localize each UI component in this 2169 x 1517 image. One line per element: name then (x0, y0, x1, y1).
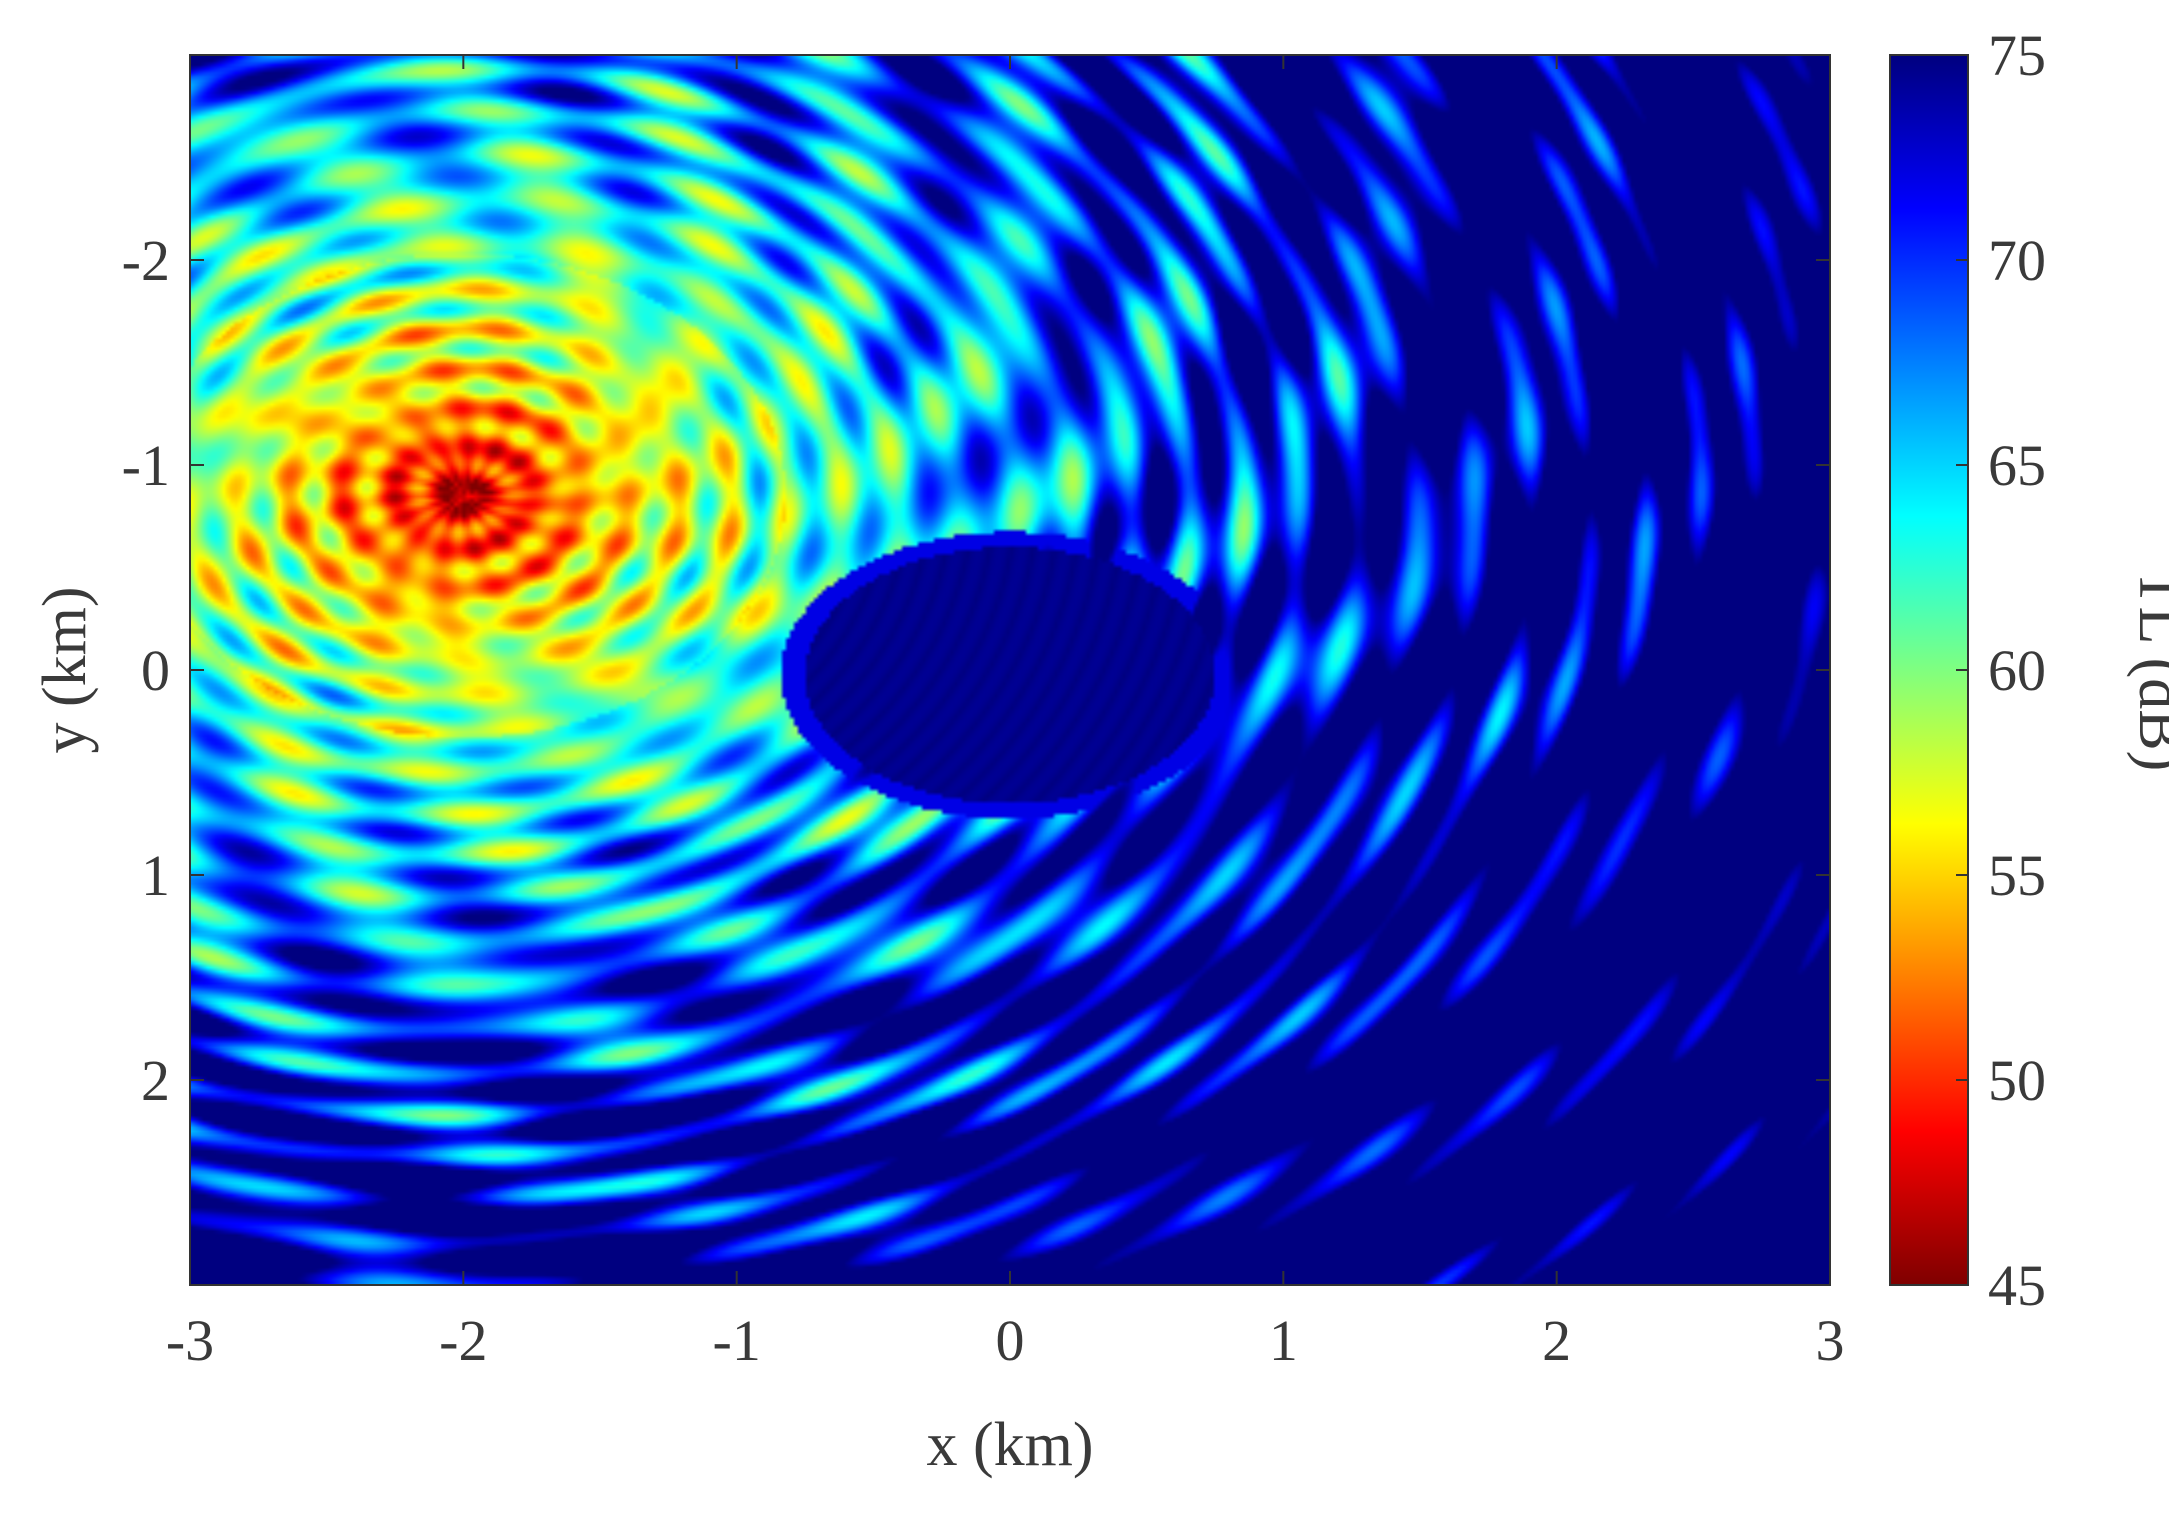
y-tick-label: 0 (141, 638, 170, 703)
colorbar: 75 70 65 60 55 50 45 TL (dB) (1889, 23, 2169, 1318)
colorbar-tick-label: 70 (1988, 228, 2046, 293)
x-tick-label: -3 (166, 1308, 214, 1373)
y-tick-label: -1 (122, 433, 170, 498)
y-tick-label: 2 (141, 1048, 170, 1113)
x-tick-label: -2 (439, 1308, 487, 1373)
x-tick-label: 0 (996, 1308, 1025, 1373)
heatmap-plot-area (189, 54, 1831, 1286)
colorbar-ticks: 75 70 65 60 55 50 45 (1956, 23, 2046, 1318)
colorbar-label: TL (dB) (2126, 569, 2169, 772)
x-tick-label: 1 (1269, 1308, 1298, 1373)
colorbar-tick-label: 45 (1988, 1253, 2046, 1318)
colorbar-tick-label: 55 (1988, 843, 2046, 908)
colorbar-tick-label: 65 (1988, 433, 2046, 498)
x-axis-ticks: -3 -2 -1 0 1 2 3 (166, 55, 1845, 1373)
x-tick-label: 3 (1816, 1308, 1845, 1373)
x-axis-label: x (km) (926, 1411, 1093, 1479)
y-axis-label: y (km) (31, 586, 99, 753)
y-tick-label: 1 (141, 843, 170, 908)
colorbar-tick-label: 75 (1988, 23, 2046, 88)
x-tick-label: 2 (1542, 1308, 1571, 1373)
y-axis-ticks: -2 -1 0 1 2 (122, 228, 1830, 1113)
y-tick-label: -2 (122, 228, 170, 293)
colorbar-tick-label: 50 (1988, 1048, 2046, 1113)
heatmap-image (190, 55, 1830, 1285)
x-tick-label: -1 (713, 1308, 761, 1373)
colorbar-tick-label: 60 (1988, 638, 2046, 703)
